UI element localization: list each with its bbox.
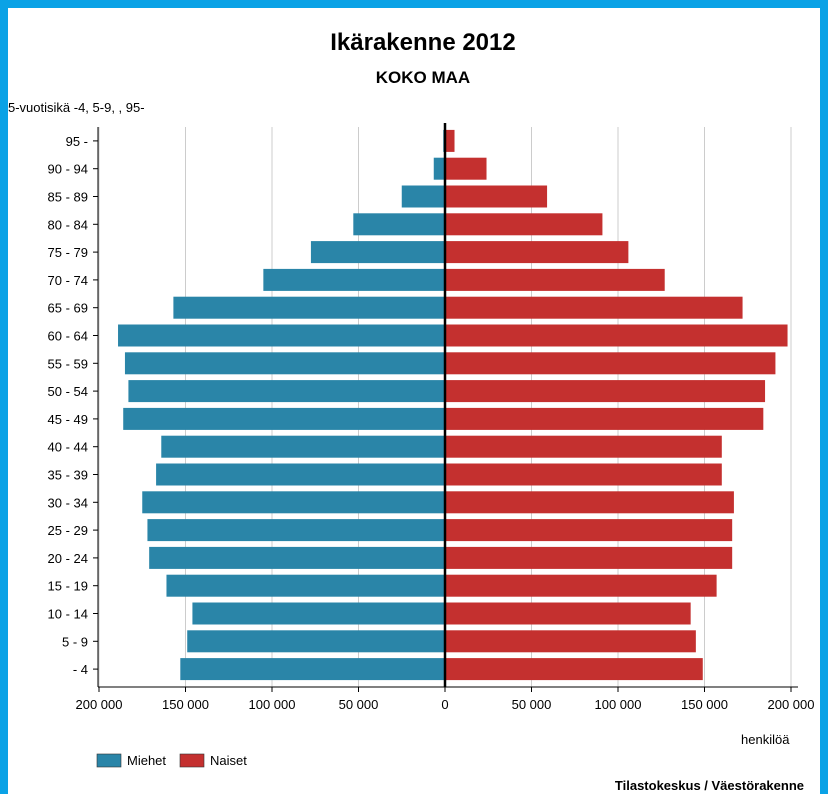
x-tick-label: 150 000 [162, 697, 209, 712]
bar-women [445, 602, 691, 625]
bar-women [445, 324, 788, 347]
legend: Miehet Naiset [96, 753, 247, 768]
bar-women [445, 380, 766, 403]
legend-swatch-men [96, 753, 122, 768]
bar-women [445, 407, 764, 430]
source-note: Tilastokeskus / Väestörakenne [615, 778, 804, 793]
bar-women [445, 157, 487, 180]
axes [93, 123, 798, 692]
legend-swatch-women [179, 753, 205, 768]
bar-women [445, 129, 455, 152]
bar-women [445, 435, 722, 458]
bar-women [445, 352, 776, 375]
y-tick-label: 35 - 39 [48, 468, 88, 483]
population-pyramid-chart: Ikärakenne 2012 KOKO MAA 5-vuotisikä -4,… [8, 29, 815, 793]
bar-men [173, 296, 445, 319]
y-tick-label: - 4 [73, 662, 88, 677]
y-tick-label: 85 - 89 [48, 190, 88, 205]
y-tick-label: 55 - 59 [48, 356, 88, 371]
y-tick-label: 75 - 79 [48, 245, 88, 260]
bar-men [180, 658, 445, 681]
bar-women [445, 491, 734, 514]
bar-women [445, 574, 717, 597]
bar-men [149, 546, 446, 569]
y-tick-label: 30 - 34 [48, 495, 88, 510]
x-tick-label: 200 000 [76, 697, 123, 712]
y-tick-label: 15 - 19 [48, 579, 88, 594]
bar-women [445, 185, 548, 208]
bar-men [433, 157, 445, 180]
bar-women [445, 241, 629, 264]
bar-women [445, 519, 733, 542]
x-tick-label: 150 000 [681, 697, 728, 712]
bar-men [310, 241, 445, 264]
bar-men [124, 352, 445, 375]
x-tick-label: 100 000 [595, 697, 642, 712]
bar-men [147, 519, 445, 542]
y-tick-label: 5 - 9 [62, 634, 88, 649]
x-tick-label: 50 000 [512, 697, 552, 712]
y-tick-label: 10 - 14 [48, 607, 88, 622]
legend-label-women: Naiset [210, 753, 247, 768]
chart-frame: Ikärakenne 2012 KOKO MAA 5-vuotisikä -4,… [8, 8, 820, 794]
bar-women [445, 268, 665, 291]
bar-men [118, 324, 445, 347]
bar-men [401, 185, 445, 208]
y-tick-label: 95 - [66, 134, 88, 149]
bar-men [128, 380, 445, 403]
bar-men [142, 491, 445, 514]
x-tick-label: 100 000 [249, 697, 296, 712]
bar-women [445, 463, 722, 486]
bar-men [156, 463, 445, 486]
y-tick-label: 60 - 64 [48, 329, 88, 344]
bar-men [263, 268, 445, 291]
y-axis-title: 5-vuotisikä -4, 5-9, , 95- [8, 100, 145, 115]
legend-label-men: Miehet [127, 753, 166, 768]
bar-men [187, 630, 446, 653]
bar-men [353, 213, 445, 236]
bar-women [445, 296, 743, 319]
bar-women [445, 658, 703, 681]
x-tick-label: 50 000 [339, 697, 379, 712]
x-axis-unit: henkilöä [741, 732, 790, 747]
y-tick-label: 70 - 74 [48, 273, 88, 288]
y-tick-label: 45 - 49 [48, 412, 88, 427]
bar-women [445, 546, 733, 569]
y-tick-label: 20 - 24 [48, 551, 88, 566]
bar-men [166, 574, 445, 597]
y-tick-label: 50 - 54 [48, 384, 88, 399]
x-tick-label: 0 [441, 697, 448, 712]
y-tick-label: 25 - 29 [48, 523, 88, 538]
y-tick-label: 65 - 69 [48, 301, 88, 316]
chart-subtitle: KOKO MAA [376, 68, 470, 87]
x-tick-label: 200 000 [768, 697, 815, 712]
bar-women [445, 630, 696, 653]
y-tick-label: 90 - 94 [48, 162, 88, 177]
bar-men [192, 602, 445, 625]
bar-men [123, 407, 445, 430]
bars [118, 129, 788, 681]
chart-title: Ikärakenne 2012 [330, 29, 515, 56]
bar-women [445, 213, 603, 236]
bar-men [161, 435, 445, 458]
y-tick-label: 40 - 44 [48, 440, 88, 455]
tick-labels: 200 000 150 000 100 000 50 000 0 50 000 100 00… [48, 134, 815, 712]
y-tick-label: 80 - 84 [48, 217, 88, 232]
